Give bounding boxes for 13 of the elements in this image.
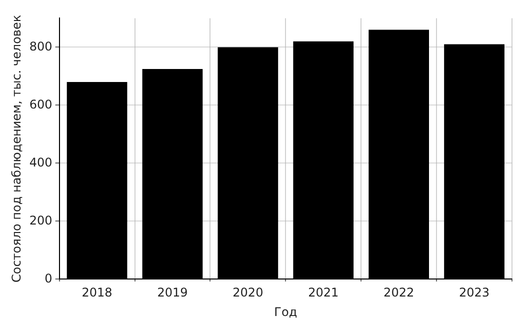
y-tick-label: 600 xyxy=(29,97,52,112)
x-axis-title: Год xyxy=(274,304,298,319)
x-tick-label: 2020 xyxy=(232,286,264,300)
x-tick-label: 2019 xyxy=(157,286,188,300)
y-tick-label: 200 xyxy=(29,213,52,228)
y-axis-title: Состояло под наблюдением, тыс. человек xyxy=(9,14,24,283)
x-tick-label: 2023 xyxy=(459,286,490,300)
y-tick-label: 800 xyxy=(29,39,52,54)
x-tick-label: 2018 xyxy=(82,286,112,300)
x-tick-label: 2021 xyxy=(308,286,339,300)
x-tick-label: 2022 xyxy=(384,286,414,300)
y-tick-label: 0 xyxy=(44,271,52,286)
y-tick-label: 400 xyxy=(29,155,52,170)
